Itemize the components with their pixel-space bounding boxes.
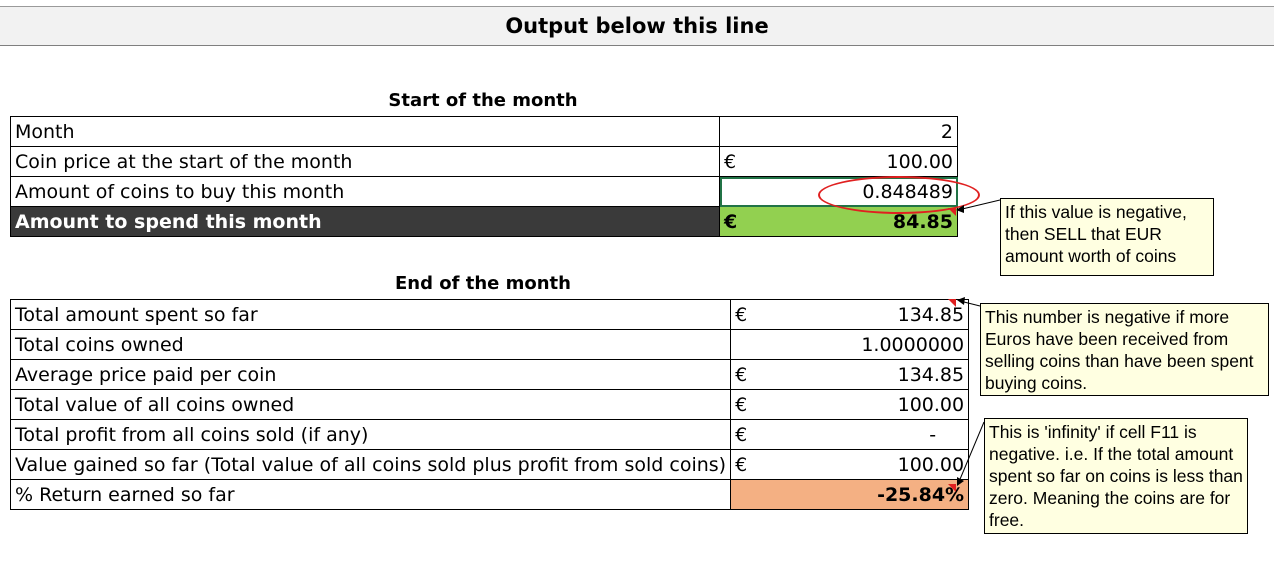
comment-box-negative-sell: If this value is negative, then SELL tha… (1000, 198, 1214, 276)
row-label[interactable]: Coin price at the start of the month (10, 146, 720, 177)
table-row: Month 2 (10, 116, 958, 147)
cell-value: - (929, 423, 937, 446)
value-cell[interactable]: € 134.85 (730, 359, 970, 390)
table-row: Average price paid per coin € 134.85 (9, 359, 970, 390)
cell-value: 2 (940, 120, 953, 143)
end-table: Total amount spent so far € 134.85 Total… (9, 299, 970, 510)
return-value-cell[interactable]: -25.84% (730, 479, 970, 510)
table-row-highlight: Amount to spend this month € 84.85 (10, 206, 958, 237)
comment-text: If this value is negative, then SELL tha… (1005, 202, 1187, 266)
table-row: Value gained so far (Total value of all … (9, 449, 970, 480)
table-row: Amount of coins to buy this month 0.8484… (10, 176, 958, 207)
top-border-line (0, 6, 1274, 7)
currency-symbol: € (735, 393, 748, 416)
row-label[interactable]: Month (10, 116, 720, 147)
row-label[interactable]: Total coins owned (9, 329, 732, 360)
row-label[interactable]: Total amount spent so far (9, 299, 732, 330)
start-section-title: Start of the month (388, 90, 578, 111)
value-cell[interactable]: € 100.00 (730, 449, 970, 480)
highlight-ellipse (818, 176, 980, 214)
comment-indicator-icon[interactable] (948, 484, 956, 492)
output-banner: Output below this line (0, 7, 1274, 46)
currency-symbol: € (724, 210, 738, 233)
row-label[interactable]: Total value of all coins owned (9, 389, 732, 420)
table-row: Total profit from all coins sold (if any… (9, 419, 970, 450)
cell-value: 100.00 (897, 393, 965, 416)
comment-indicator-icon[interactable] (948, 208, 956, 216)
start-table: Month 2 Coin price at the start of the m… (10, 116, 958, 237)
comment-text: This is 'infinity' if cell F11 is negati… (989, 422, 1243, 530)
table-row: Coin price at the start of the month € 1… (10, 146, 958, 177)
table-row: Total amount spent so far € 134.85 (9, 299, 970, 330)
banner-title: Output below this line (505, 14, 769, 38)
comment-box-infinity: This is 'infinity' if cell F11 is negati… (984, 418, 1248, 534)
value-cell[interactable]: 1.0000000 (730, 329, 970, 360)
table-row: Total value of all coins owned € 100.00 (9, 389, 970, 420)
cell-value: 134.85 (897, 363, 965, 386)
row-label[interactable]: Amount to spend this month (10, 206, 720, 237)
cell-value: 100.00 (886, 150, 953, 173)
value-cell[interactable]: € 100.00 (730, 389, 970, 420)
cell-value: 134.85 (897, 303, 965, 326)
currency-symbol: € (735, 363, 748, 386)
table-row: Total coins owned 1.0000000 (9, 329, 970, 360)
comment-box-negative-spent: This number is negative if more Euros ha… (980, 303, 1269, 396)
currency-symbol: € (735, 453, 748, 476)
end-section-title: End of the month (395, 273, 571, 294)
comment-indicator-icon[interactable] (948, 299, 956, 307)
row-label[interactable]: Total profit from all coins sold (if any… (9, 419, 732, 450)
row-label[interactable]: % Return earned so far (9, 479, 732, 510)
row-label[interactable]: Average price paid per coin (9, 359, 732, 390)
currency-symbol: € (735, 303, 748, 326)
table-row: % Return earned so far -25.84% (9, 479, 970, 510)
value-cell[interactable]: € 100.00 (719, 146, 958, 177)
value-cell[interactable]: 2 (719, 116, 958, 147)
comment-text: This number is negative if more Euros ha… (985, 307, 1254, 393)
row-label[interactable]: Amount of coins to buy this month (10, 176, 720, 207)
cell-value: 100.00 (897, 453, 965, 476)
currency-symbol: € (724, 150, 737, 173)
value-cell[interactable]: € 134.85 (730, 299, 970, 330)
cell-value: 84.85 (892, 210, 953, 233)
cell-value: -25.84% (877, 483, 965, 506)
currency-symbol: € (735, 423, 748, 446)
value-cell[interactable]: € - (730, 419, 970, 450)
cell-value: 1.0000000 (861, 333, 965, 356)
row-label[interactable]: Value gained so far (Total value of all … (9, 449, 732, 480)
